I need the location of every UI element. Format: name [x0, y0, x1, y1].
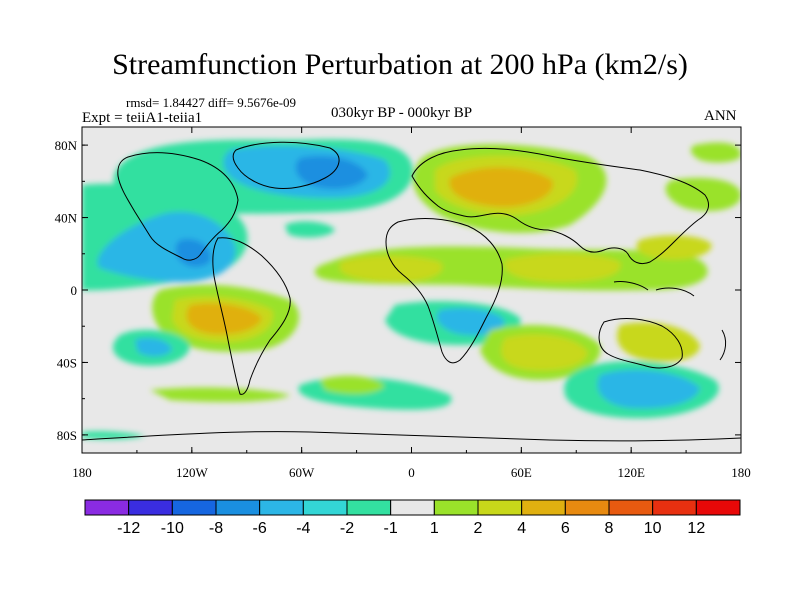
colorbar-label: 6: [561, 520, 570, 537]
x-tick-label: 60W: [289, 465, 315, 480]
colorbar-label: 4: [517, 520, 526, 537]
colorbar: [84, 499, 741, 516]
y-tick-label: 40N: [55, 211, 78, 226]
stats-line: rmsd= 1.84427 diff= 9.5676e-09: [126, 95, 297, 110]
colorbar-swatch: [390, 499, 435, 516]
colorbar-label: -8: [209, 520, 223, 537]
y-tick-label: 0: [71, 283, 78, 298]
colorbar-swatch: [477, 499, 523, 516]
colorbar-swatch: [84, 499, 130, 516]
contour-fills: [82, 139, 741, 440]
colorbar-labels: -12 -10 -8 -6 -4 -2 -1 1 2 4 6 8 10 12: [117, 520, 705, 537]
colorbar-swatch: [171, 499, 217, 516]
colorbar-swatch: [346, 499, 392, 516]
colorbar-label: -2: [340, 520, 354, 537]
x-tick-label: 120E: [617, 465, 645, 480]
colorbar-swatch: [215, 499, 261, 516]
colorbar-label: -1: [384, 520, 398, 537]
experiment-label: Expt = teiiA1-teiia1: [82, 110, 203, 126]
x-axis: 180 120W 60W 0 60E 120E 180: [72, 127, 751, 480]
colorbar-label: -4: [296, 520, 310, 537]
colorbar-label: 12: [687, 520, 705, 537]
colorbar-label: 10: [644, 520, 662, 537]
colorbar-label: 2: [474, 520, 483, 537]
colorbar-swatch: [521, 499, 566, 516]
period-label: 030kyr BP - 000kyr BP: [331, 105, 473, 121]
x-tick-label: 0: [408, 465, 415, 480]
season-label: ANN: [704, 108, 737, 124]
colorbar-swatch: [695, 499, 741, 516]
y-tick-label: 80S: [57, 428, 77, 443]
x-tick-label: 180: [72, 465, 92, 480]
x-tick-label: 60E: [511, 465, 532, 480]
colorbar-label: -12: [117, 520, 140, 537]
y-tick-label: 80N: [55, 138, 78, 153]
colorbar-swatch: [433, 499, 479, 516]
y-tick-label: 40S: [57, 355, 77, 370]
coastlines: [82, 141, 741, 442]
colorbar-swatch: [302, 499, 348, 516]
colorbar-swatch: [128, 499, 173, 516]
colorbar-label: -6: [253, 520, 267, 537]
colorbar-label: 8: [605, 520, 614, 537]
x-tick-label: 120W: [176, 465, 209, 480]
plot-title: Streamfunction Perturbation at 200 hPa (…: [112, 48, 688, 81]
colorbar-swatch: [564, 499, 610, 516]
colorbar-label: -10: [161, 520, 184, 537]
colorbar-swatch: [608, 499, 654, 516]
colorbar-swatch: [259, 499, 304, 516]
colorbar-swatch: [652, 499, 697, 516]
y-axis: 80N 40N 0 40S 80S: [55, 138, 741, 443]
colorbar-label: 1: [430, 520, 439, 537]
x-tick-label: 180: [731, 465, 751, 480]
